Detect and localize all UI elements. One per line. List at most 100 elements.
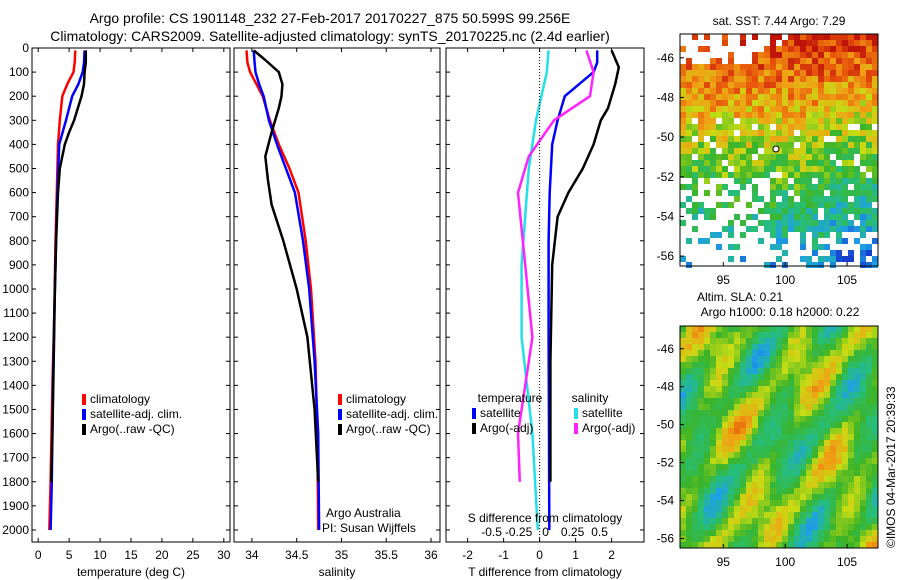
map-cell bbox=[704, 82, 710, 88]
map-cell bbox=[812, 196, 818, 202]
map-cell bbox=[752, 332, 758, 338]
map-cell bbox=[818, 70, 824, 76]
map-cell bbox=[722, 416, 728, 422]
map-cell bbox=[848, 226, 854, 232]
map-cell bbox=[680, 70, 686, 76]
map-cell bbox=[872, 34, 878, 40]
map-cell bbox=[860, 374, 866, 380]
map-cell bbox=[788, 338, 794, 344]
map-cell bbox=[872, 220, 878, 226]
map-cell bbox=[806, 518, 812, 524]
map-cell bbox=[740, 404, 746, 410]
map-cell bbox=[872, 112, 878, 118]
map-cell bbox=[728, 464, 734, 470]
map-cell bbox=[776, 500, 782, 506]
x-axis-label: salinity bbox=[319, 565, 356, 579]
map-cell bbox=[866, 410, 872, 416]
map-cell bbox=[872, 166, 878, 172]
map-cell bbox=[842, 76, 848, 82]
map-cell bbox=[734, 362, 740, 368]
map-cell bbox=[716, 58, 722, 64]
map-cell bbox=[686, 238, 692, 244]
map-cell bbox=[800, 404, 806, 410]
map-cell bbox=[728, 76, 734, 82]
map-cell bbox=[680, 46, 686, 52]
map-cell bbox=[848, 326, 854, 332]
map-cell bbox=[824, 160, 830, 166]
map-cell bbox=[776, 344, 782, 350]
map-cell bbox=[854, 106, 860, 112]
map-cell bbox=[680, 106, 686, 112]
map-cell bbox=[692, 326, 698, 332]
map-cell bbox=[842, 362, 848, 368]
map-cell bbox=[788, 410, 794, 416]
map-cell bbox=[764, 100, 770, 106]
map-cell bbox=[776, 94, 782, 100]
map-cell bbox=[710, 392, 716, 398]
map-cell bbox=[782, 82, 788, 88]
map-cell bbox=[704, 464, 710, 470]
map-cell bbox=[836, 338, 842, 344]
map-cell bbox=[758, 434, 764, 440]
map-cell bbox=[806, 386, 812, 392]
map-cell bbox=[836, 106, 842, 112]
map-cell bbox=[716, 82, 722, 88]
map-cell bbox=[698, 398, 704, 404]
map-cell bbox=[800, 190, 806, 196]
map-cell bbox=[770, 196, 776, 202]
map-cell bbox=[854, 88, 860, 94]
map-cell bbox=[848, 416, 854, 422]
map-cell bbox=[710, 470, 716, 476]
map-cell bbox=[830, 524, 836, 530]
map-cell bbox=[710, 518, 716, 524]
map-cell bbox=[812, 166, 818, 172]
map-cell bbox=[830, 250, 836, 256]
map-cell bbox=[806, 94, 812, 100]
map-cell bbox=[848, 422, 854, 428]
map-cell bbox=[788, 530, 794, 536]
map-cell bbox=[752, 482, 758, 488]
map-cell bbox=[680, 410, 686, 416]
map-cell bbox=[830, 386, 836, 392]
map-title: Altim. SLA: 0.21 bbox=[697, 290, 783, 304]
map-cell bbox=[680, 154, 686, 160]
map-cell bbox=[704, 536, 710, 542]
map-cell bbox=[866, 160, 872, 166]
map-cell bbox=[812, 160, 818, 166]
map-cell bbox=[788, 428, 794, 434]
map-cell bbox=[818, 374, 824, 380]
map-cell bbox=[710, 398, 716, 404]
map-cell bbox=[794, 416, 800, 422]
map-cell bbox=[806, 178, 812, 184]
map-cell bbox=[740, 446, 746, 452]
map-cell bbox=[716, 130, 722, 136]
map-cell bbox=[740, 64, 746, 70]
map-cell bbox=[788, 214, 794, 220]
map-cell bbox=[728, 542, 734, 548]
map-cell bbox=[680, 380, 686, 386]
map-cell bbox=[866, 440, 872, 446]
map-cell bbox=[710, 118, 716, 124]
map-cell bbox=[764, 82, 770, 88]
map-cell bbox=[848, 118, 854, 124]
map-cell bbox=[722, 518, 728, 524]
map-cell bbox=[860, 232, 866, 238]
map-cell bbox=[842, 34, 848, 40]
map-cell bbox=[836, 452, 842, 458]
map-cell bbox=[740, 440, 746, 446]
map-cell bbox=[848, 542, 854, 548]
map-cell bbox=[866, 428, 872, 434]
map-cell bbox=[752, 148, 758, 154]
map-cell bbox=[818, 518, 824, 524]
map-cell bbox=[782, 518, 788, 524]
map-cell bbox=[722, 356, 728, 362]
map-cell bbox=[794, 154, 800, 160]
y-tick-label: 0 bbox=[22, 41, 29, 55]
map-cell bbox=[782, 250, 788, 256]
map-cell bbox=[842, 190, 848, 196]
y-tick-label: -48 bbox=[657, 90, 675, 104]
map-cell bbox=[872, 172, 878, 178]
map-cell bbox=[752, 518, 758, 524]
map-cell bbox=[830, 536, 836, 542]
map-cell bbox=[794, 410, 800, 416]
